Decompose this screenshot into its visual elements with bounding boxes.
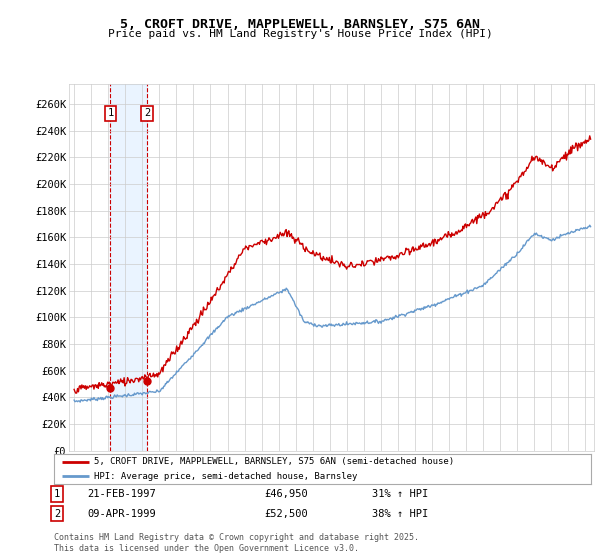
Text: 5, CROFT DRIVE, MAPPLEWELL, BARNSLEY, S75 6AN: 5, CROFT DRIVE, MAPPLEWELL, BARNSLEY, S7… [120,18,480,31]
Text: £46,950: £46,950 [264,489,308,499]
Bar [110,84,147,451]
Text: Price paid vs. HM Land Registry's House Price Index (HPI): Price paid vs. HM Land Registry's House … [107,29,493,39]
Text: 38% ↑ HPI: 38% ↑ HPI [372,508,428,519]
Text: 21-FEB-1997: 21-FEB-1997 [87,489,156,499]
Text: £52,500: £52,500 [264,508,308,519]
Text: 1: 1 [107,108,113,118]
Text: Contains HM Land Registry data © Crown copyright and database right 2025.
This d: Contains HM Land Registry data © Crown c… [54,533,419,553]
Text: 2: 2 [54,508,60,519]
Text: 5, CROFT DRIVE, MAPPLEWELL, BARNSLEY, S75 6AN (semi-detached house): 5, CROFT DRIVE, MAPPLEWELL, BARNSLEY, S7… [94,458,454,466]
Text: 1: 1 [54,489,60,499]
Text: HPI: Average price, semi-detached house, Barnsley: HPI: Average price, semi-detached house,… [94,472,358,480]
Text: 09-APR-1999: 09-APR-1999 [87,508,156,519]
Text: 31% ↑ HPI: 31% ↑ HPI [372,489,428,499]
Text: 2: 2 [144,108,150,118]
